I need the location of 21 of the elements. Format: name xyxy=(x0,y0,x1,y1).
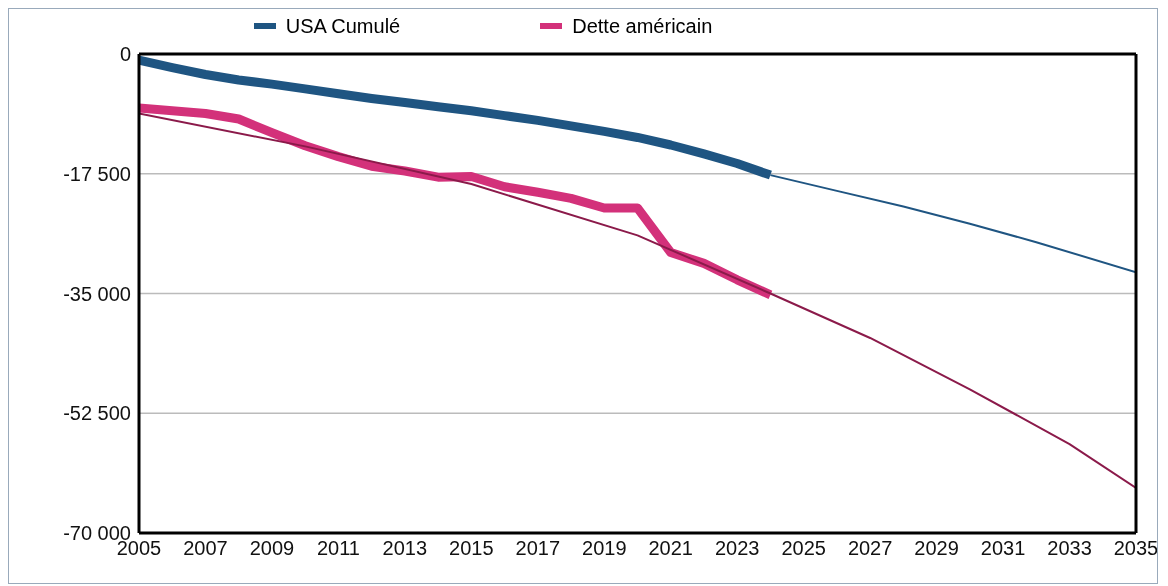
x-tick-label: 2021 xyxy=(648,537,693,560)
y-tick-label: -52 500 xyxy=(63,402,131,425)
legend-label: USA Cumulé xyxy=(285,14,401,38)
x-tick-label: 2009 xyxy=(249,537,295,560)
x-tick-label: 2017 xyxy=(515,537,561,560)
x-tick-label: 2027 xyxy=(847,537,893,560)
x-tick-label: 2035 xyxy=(1113,537,1159,560)
x-tick-label: 2029 xyxy=(914,537,959,560)
x-tick-label: 2031 xyxy=(980,537,1026,560)
x-tick-label: 2015 xyxy=(449,537,494,560)
x-tick-label: 2025 xyxy=(781,537,826,560)
x-tick-label: 2033 xyxy=(1047,537,1092,560)
x-tick-label: 2019 xyxy=(582,537,627,560)
x-tick-label: 2011 xyxy=(316,537,360,560)
y-tick-label: 0 xyxy=(119,43,131,66)
x-tick-label: 2023 xyxy=(714,537,760,560)
x-tick-label: 2013 xyxy=(382,537,428,560)
y-tick-label: -35 000 xyxy=(63,282,131,305)
x-tick-label: 2007 xyxy=(183,537,228,560)
legend-label: Dette américain xyxy=(572,14,713,38)
y-tick-label: -17 500 xyxy=(63,162,131,185)
